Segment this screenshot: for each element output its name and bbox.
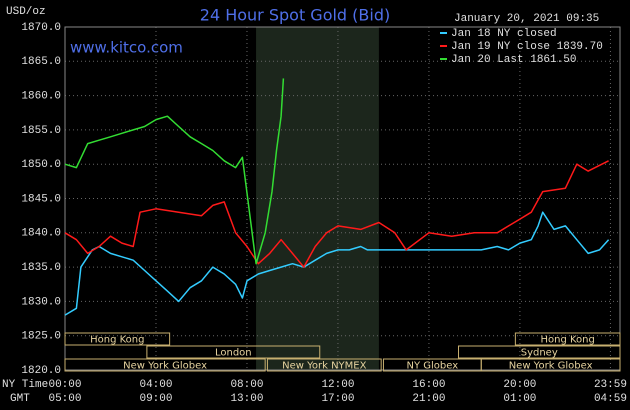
legend-label: Jan 20 Last 1861.50 bbox=[451, 54, 576, 66]
series-line bbox=[64, 211, 610, 316]
session-label: NY Globex bbox=[407, 361, 459, 372]
series-line bbox=[64, 78, 285, 265]
y-tick-label: 1825.0 bbox=[21, 331, 61, 343]
y-tick-label: 1870.0 bbox=[21, 22, 61, 34]
y-tick-label: 1850.0 bbox=[21, 159, 61, 171]
session-bar bbox=[514, 332, 621, 346]
gmt-tick-label: 04:59 bbox=[594, 393, 627, 405]
y-tick-label: 1860.0 bbox=[21, 91, 61, 103]
website: www.kitco.com bbox=[70, 39, 183, 57]
gmt-tick-label: 21:00 bbox=[412, 393, 445, 405]
session-bar bbox=[64, 358, 266, 372]
y-tick-label: 1865.0 bbox=[21, 56, 61, 68]
gmt-tick-label: 17:00 bbox=[321, 393, 354, 405]
session-label: Sydney bbox=[521, 348, 558, 359]
gmt-tick-label: 01:00 bbox=[503, 393, 536, 405]
plot-frame bbox=[64, 26, 621, 371]
x-tick-label: 12:00 bbox=[321, 379, 354, 391]
gmt-tick-label: 13:00 bbox=[230, 393, 263, 405]
y-tick-label: 1830.0 bbox=[21, 296, 61, 308]
x-tick-label: 16:00 bbox=[412, 379, 445, 391]
session-bar bbox=[266, 358, 382, 372]
session-bar bbox=[458, 345, 621, 359]
y-tick-label: 1855.0 bbox=[21, 125, 61, 137]
session-bar bbox=[64, 332, 171, 346]
timestamp: January 20, 2021 09:35 bbox=[454, 13, 599, 25]
session-label: New York Globex bbox=[509, 361, 593, 372]
session-label: London bbox=[215, 348, 252, 359]
y-tick-label: 1820.0 bbox=[21, 365, 61, 377]
legend-label: Jan 19 NY close 1839.70 bbox=[451, 41, 603, 53]
x-tick-label: 04:00 bbox=[139, 379, 172, 391]
y-tick-label: 1835.0 bbox=[21, 262, 61, 274]
session-label: New York NYMEX bbox=[282, 361, 367, 372]
chart-title: 24 Hour Spot Gold (Bid) bbox=[200, 6, 390, 25]
session-label: Hong Kong bbox=[540, 335, 594, 346]
series-line bbox=[64, 160, 609, 268]
gmt-tick-label: 09:00 bbox=[139, 393, 172, 405]
x-tick-label: 20:00 bbox=[503, 379, 536, 391]
x-tick-label: 00:00 bbox=[48, 379, 81, 391]
y-tick-label: 1840.0 bbox=[21, 228, 61, 240]
session-label: Hong Kong bbox=[90, 335, 144, 346]
session-label: New York Globex bbox=[123, 361, 207, 372]
session-bar bbox=[146, 345, 321, 359]
gmt-label: GMT bbox=[10, 393, 30, 405]
ny-time-label: NY Time bbox=[2, 379, 48, 391]
y-axis-label: USD/oz bbox=[6, 6, 46, 18]
x-tick-label: 23:59 bbox=[594, 379, 627, 391]
x-tick-label: 08:00 bbox=[230, 379, 263, 391]
session-bar bbox=[480, 358, 621, 372]
gmt-tick-label: 05:00 bbox=[48, 393, 81, 405]
legend-label: Jan 18 NY closed bbox=[451, 28, 557, 40]
y-tick-label: 1845.0 bbox=[21, 193, 61, 205]
